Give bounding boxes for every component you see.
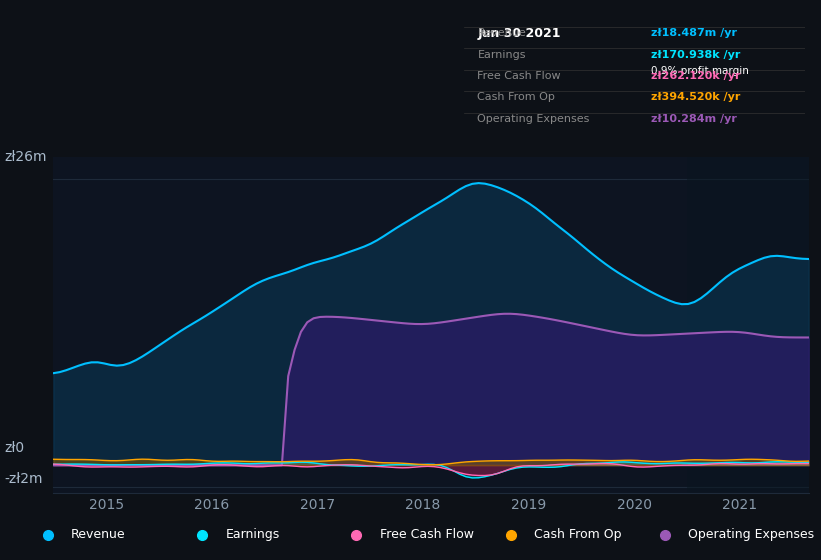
Text: Earnings: Earnings (478, 50, 526, 60)
Text: -zł2m: -zł2m (4, 472, 43, 486)
Bar (687, 157, 819, 493)
Text: zł170.938k /yr: zł170.938k /yr (651, 50, 741, 60)
Text: zł26m: zł26m (4, 150, 47, 164)
Text: Jun 30 2021: Jun 30 2021 (478, 27, 561, 40)
Text: Cash From Op: Cash From Op (478, 92, 555, 102)
Text: Free Cash Flow: Free Cash Flow (379, 528, 474, 542)
Text: Cash From Op: Cash From Op (534, 528, 621, 542)
Text: Revenue: Revenue (71, 528, 126, 542)
Text: Operating Expenses: Operating Expenses (688, 528, 814, 542)
Text: zł0: zł0 (4, 441, 25, 455)
Text: zł262.120k /yr: zł262.120k /yr (651, 71, 741, 81)
Text: Earnings: Earnings (225, 528, 279, 542)
Text: zł394.520k /yr: zł394.520k /yr (651, 92, 741, 102)
Text: Free Cash Flow: Free Cash Flow (478, 71, 561, 81)
Text: Operating Expenses: Operating Expenses (478, 114, 589, 124)
Text: 0.9% profit margin: 0.9% profit margin (651, 66, 749, 76)
Text: Revenue: Revenue (478, 28, 526, 38)
Text: zł18.487m /yr: zł18.487m /yr (651, 28, 737, 38)
Text: zł10.284m /yr: zł10.284m /yr (651, 114, 737, 124)
